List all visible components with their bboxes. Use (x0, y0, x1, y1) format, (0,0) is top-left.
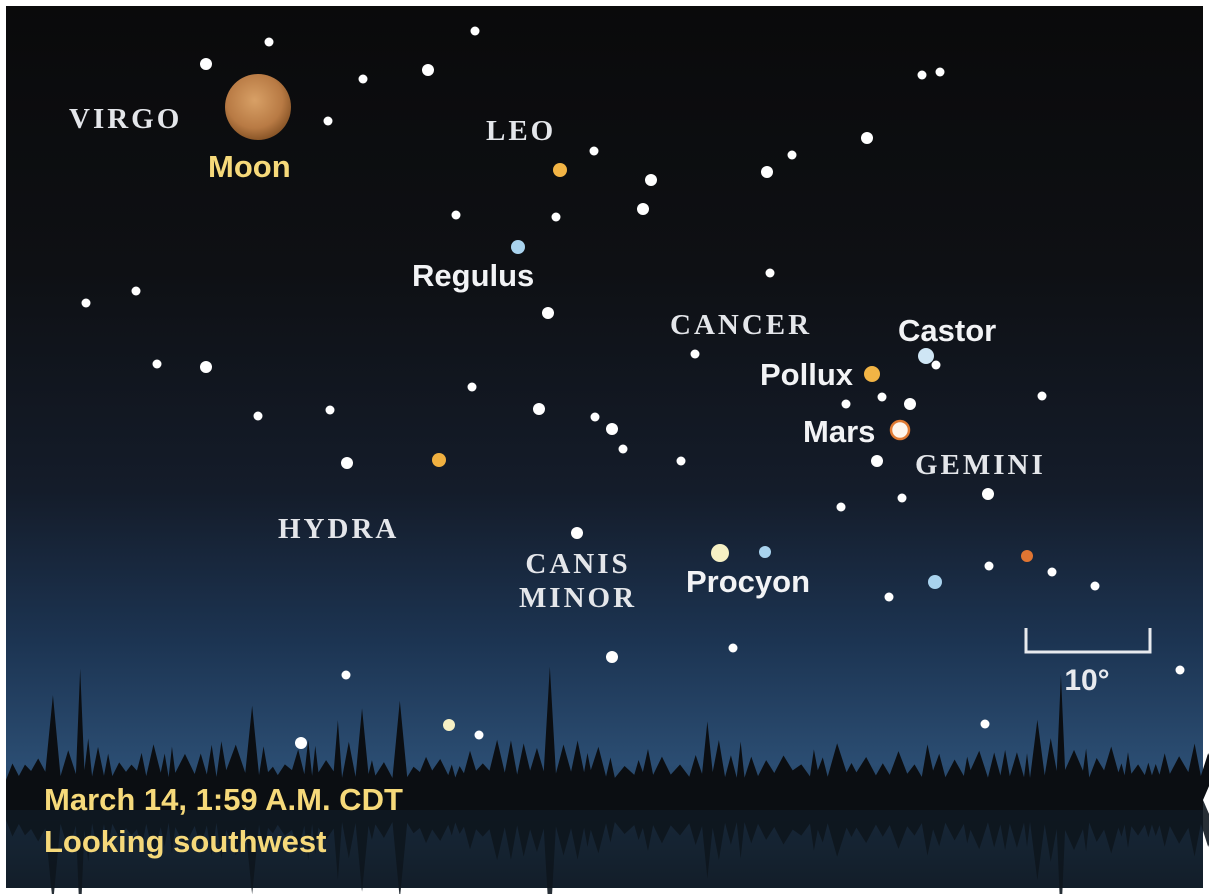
star (677, 457, 686, 466)
star (82, 299, 91, 308)
star (542, 307, 554, 319)
star (452, 211, 461, 220)
star (878, 393, 887, 402)
object-label: Mars (803, 414, 875, 449)
star (468, 383, 477, 392)
star (1091, 582, 1100, 591)
star (619, 445, 628, 454)
constellation-label: MINOR (519, 582, 637, 614)
star (341, 457, 353, 469)
star (471, 27, 480, 36)
star (432, 453, 446, 467)
star (591, 413, 600, 422)
star (153, 360, 162, 369)
constellation-label: VIRGO (69, 103, 182, 135)
caption-date: March 14, 1:59 A.M. CDT (44, 782, 403, 817)
star (761, 166, 773, 178)
scale-label: 10° (1064, 664, 1109, 697)
star (1038, 392, 1047, 401)
star (571, 527, 583, 539)
page: {"constellations": {"virgo": "VIRGO", "l… (0, 0, 1209, 894)
star (837, 503, 846, 512)
star (932, 361, 941, 370)
star (982, 488, 994, 500)
star (981, 720, 990, 729)
planet (891, 421, 909, 439)
star (1048, 568, 1057, 577)
star (928, 575, 942, 589)
star (606, 651, 618, 663)
star (842, 400, 851, 409)
star (936, 68, 945, 77)
star (200, 58, 212, 70)
object-label: Pollux (760, 357, 854, 392)
constellation-label: HYDRA (278, 513, 399, 545)
star (871, 455, 883, 467)
star (729, 644, 738, 653)
star (475, 731, 484, 740)
star (552, 213, 561, 222)
star (200, 361, 212, 373)
star (1021, 550, 1033, 562)
star (759, 546, 771, 558)
star (265, 38, 274, 47)
constellation-label: CANCER (670, 309, 812, 341)
star (254, 412, 263, 421)
star (443, 719, 455, 731)
star (553, 163, 567, 177)
sky-map: VIRGO LEO CANCER GEMINI HYDRA CANISMINOR Moon R… (0, 0, 1209, 894)
star (645, 174, 657, 186)
star (132, 287, 141, 296)
star (711, 544, 729, 562)
star (295, 737, 307, 749)
star (918, 71, 927, 80)
star (422, 64, 434, 76)
star (885, 593, 894, 602)
star (691, 350, 700, 359)
object-label: Castor (898, 313, 996, 348)
object-label: Regulus (412, 258, 534, 293)
constellation-label: LEO (486, 115, 556, 147)
star (918, 348, 934, 364)
star (904, 398, 916, 410)
star (326, 406, 335, 415)
star (324, 117, 333, 126)
star (511, 240, 525, 254)
star (533, 403, 545, 415)
star (985, 562, 994, 571)
star (898, 494, 907, 503)
moon-disc (225, 74, 291, 140)
star (359, 75, 368, 84)
star (766, 269, 775, 278)
star (864, 366, 880, 382)
star (590, 147, 599, 156)
star (1176, 666, 1185, 675)
object-label: Moon (208, 149, 291, 184)
star (606, 423, 618, 435)
caption-direction: Looking southwest (44, 824, 326, 859)
star (861, 132, 873, 144)
object-label: Procyon (686, 564, 810, 599)
constellation-label: CANIS (525, 548, 630, 580)
constellation-label: GEMINI (915, 449, 1046, 481)
star (788, 151, 797, 160)
star (342, 671, 351, 680)
star (637, 203, 649, 215)
